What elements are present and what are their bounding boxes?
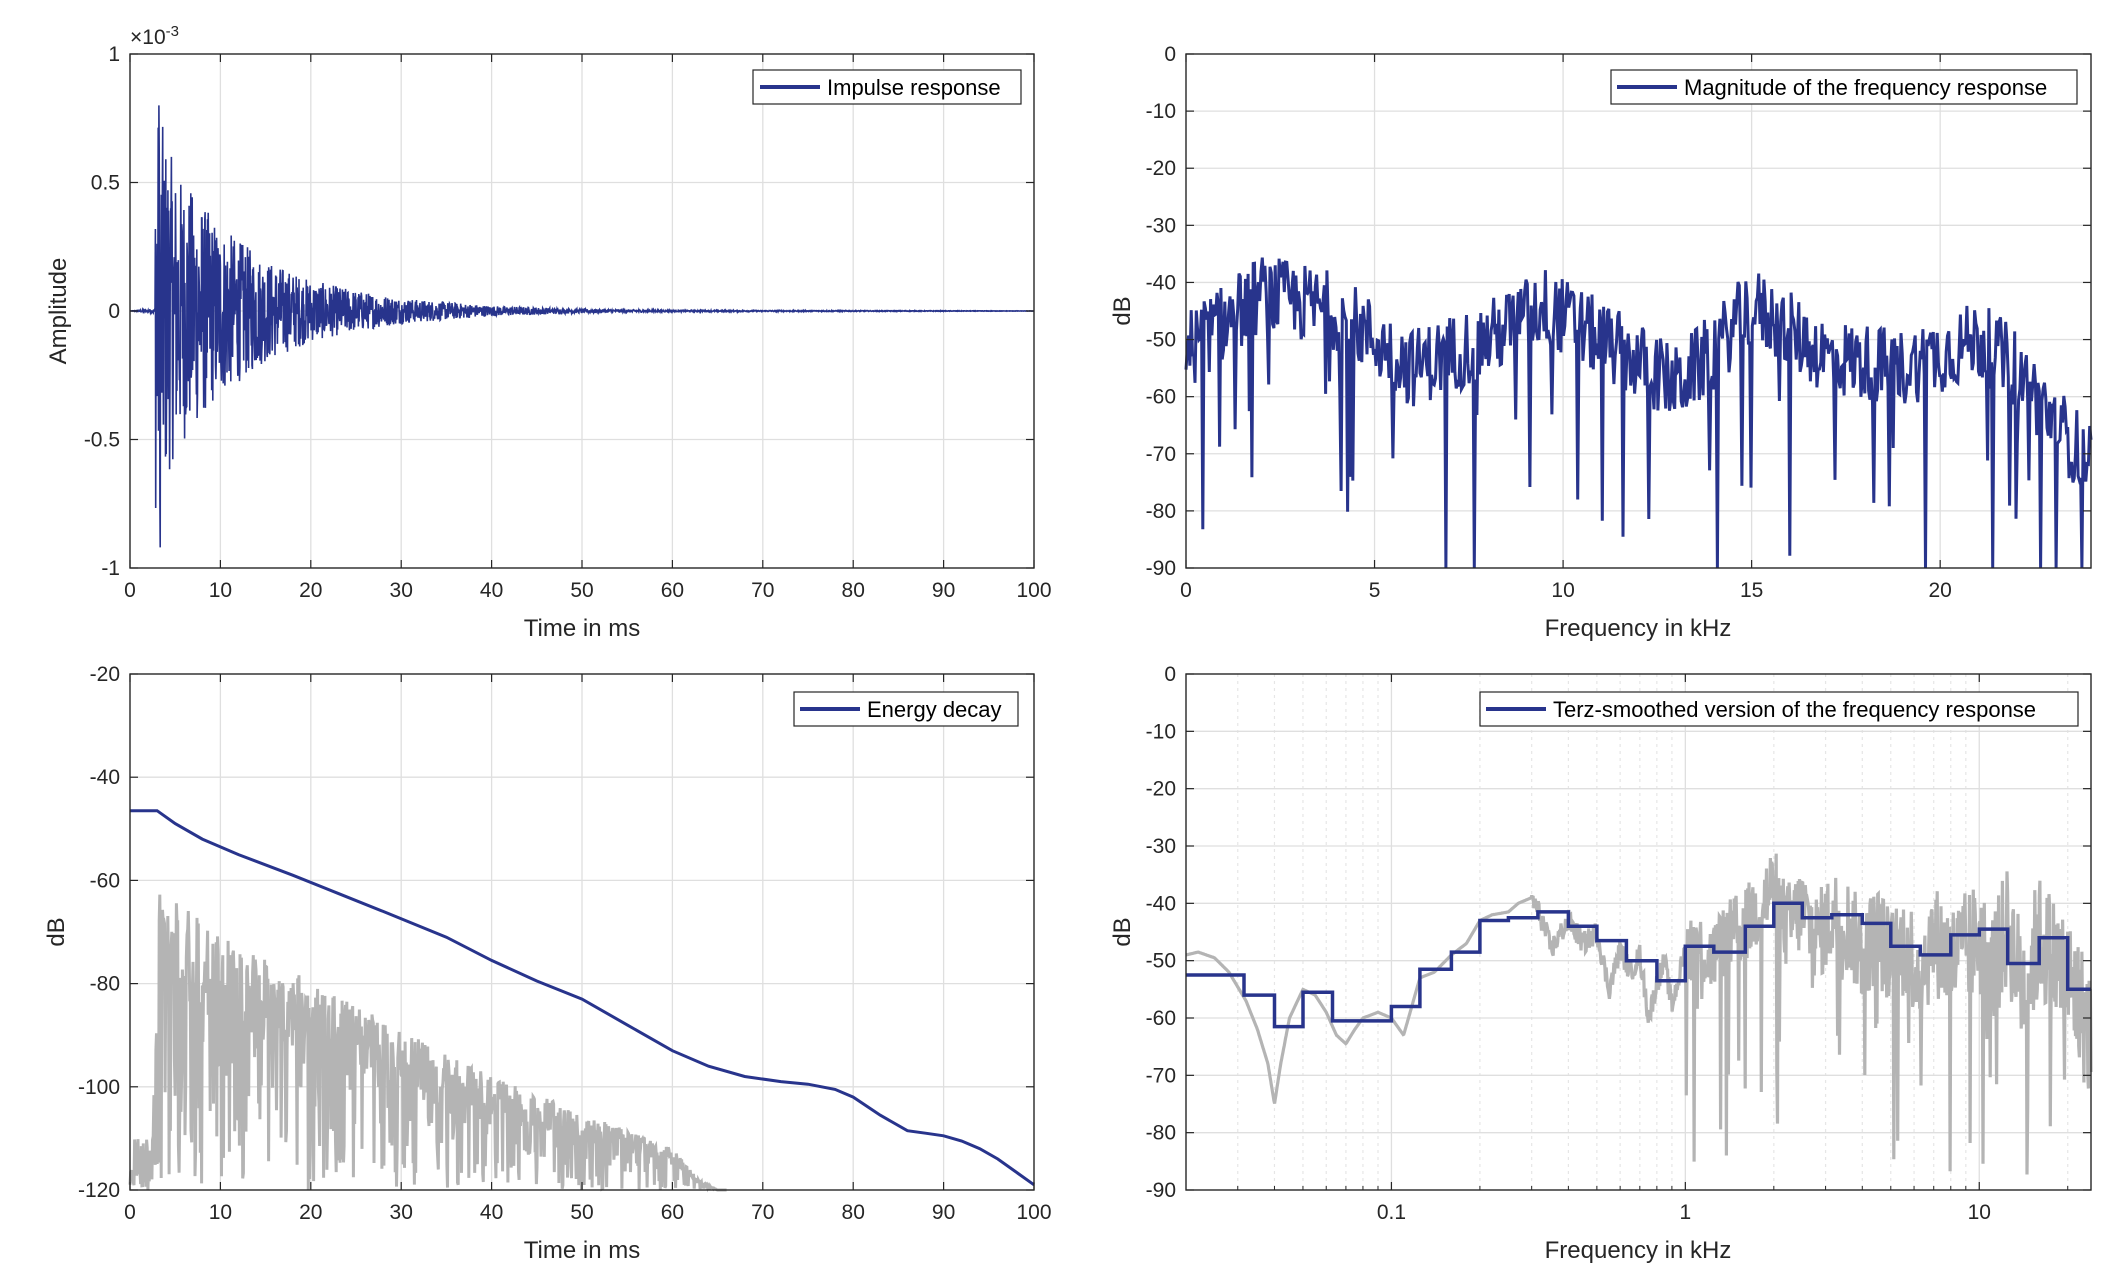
x-tick-label: 20 bbox=[1928, 579, 1951, 602]
axes-terz bbox=[1185, 673, 2092, 1191]
y-tick-label: 0 bbox=[108, 300, 120, 323]
y-tick-label: -100 bbox=[78, 1076, 120, 1099]
x-tick-label: 70 bbox=[751, 579, 774, 602]
legend-energy: Energy decay bbox=[793, 691, 1019, 727]
ylabel-impulse: Amplitude bbox=[45, 258, 72, 365]
y-tick-label: -30 bbox=[1146, 835, 1176, 858]
y-tick-label: -30 bbox=[1146, 214, 1176, 237]
panel-energy-decay: 0 10 20 30 40 50 60 70 80 90 100 -20 -40 -60 -80 -100 -1… bbox=[43, 663, 1052, 1264]
y-tick-label: -20 bbox=[1146, 157, 1176, 180]
xlabel-energy: Time in ms bbox=[524, 1237, 640, 1264]
series-terz-smoothed bbox=[1186, 901, 2091, 1029]
y-tick-label: -40 bbox=[1146, 892, 1176, 915]
x-tick-label: 0 bbox=[124, 1201, 136, 1224]
x-tick-label: 70 bbox=[751, 1201, 774, 1224]
x-tick-label: 10 bbox=[209, 1201, 232, 1224]
y-tick-label: -1 bbox=[101, 557, 120, 580]
x-tick-label: 100 bbox=[1016, 579, 1051, 602]
legend-label-impulse: Impulse response bbox=[827, 75, 1001, 100]
y-tick-label: -20 bbox=[1146, 778, 1176, 801]
panel-terz-smoothed: 0.1 1 10 0 -10 -20 -30 -40 -50 -60 -70 -80 -90 Frequ… bbox=[1109, 663, 2093, 1264]
exponent-label: ×10-3 bbox=[130, 23, 179, 49]
x-tick-label: 10 bbox=[1551, 579, 1574, 602]
x-tick-label: 80 bbox=[842, 1201, 865, 1224]
y-tick-label: -50 bbox=[1146, 329, 1176, 352]
x-tick-label: 40 bbox=[480, 579, 503, 602]
series-impulse-response bbox=[130, 105, 1034, 548]
x-tick-label: 50 bbox=[570, 1201, 593, 1224]
y-tick-label: -60 bbox=[1146, 386, 1176, 409]
y-tick-label: -0.5 bbox=[84, 429, 120, 452]
legend-label-magnitude: Magnitude of the frequency response bbox=[1684, 75, 2047, 100]
x-tick-label: 0.1 bbox=[1377, 1201, 1406, 1224]
y-tick-label: -50 bbox=[1146, 950, 1176, 973]
series-magnitude bbox=[1184, 257, 2093, 569]
panel-magnitude: 0 5 10 15 20 0 -10 -20 -30 -40 -50 -60 -70 -80 -90 Fre… bbox=[1109, 43, 2093, 642]
y-tick-label: -120 bbox=[78, 1179, 120, 1202]
ylabel-magnitude: dB bbox=[1109, 296, 1136, 325]
y-tick-label: 0 bbox=[1164, 43, 1176, 66]
legend-terz: Terz-smoothed version of the frequency r… bbox=[1479, 691, 2079, 727]
y-tick-label: -90 bbox=[1146, 557, 1176, 580]
y-tick-label: 1 bbox=[108, 43, 120, 66]
x-tick-label: 100 bbox=[1016, 1201, 1051, 1224]
y-tick-label: -70 bbox=[1146, 1064, 1176, 1087]
x-tick-label: 0 bbox=[124, 579, 136, 602]
y-tick-label: -40 bbox=[1146, 271, 1176, 294]
y-tick-label: -40 bbox=[90, 766, 120, 789]
y-tick-label: -80 bbox=[1146, 500, 1176, 523]
legend-label-terz: Terz-smoothed version of the frequency r… bbox=[1553, 697, 2036, 722]
y-tick-label: -80 bbox=[90, 973, 120, 996]
y-tick-label: -60 bbox=[1146, 1007, 1176, 1030]
x-tick-label: 60 bbox=[661, 1201, 684, 1224]
y-tick-label: -20 bbox=[90, 663, 120, 686]
xlabel-impulse: Time in ms bbox=[524, 615, 640, 642]
series-energy-decay bbox=[130, 809, 1035, 1187]
x-tick-label: 90 bbox=[932, 579, 955, 602]
x-tick-label: 80 bbox=[842, 579, 865, 602]
x-tick-label: 50 bbox=[570, 579, 593, 602]
x-tick-label: 0 bbox=[1180, 579, 1192, 602]
series-energy-raw bbox=[128, 894, 727, 1193]
y-tick-label: -70 bbox=[1146, 443, 1176, 466]
x-tick-label: 5 bbox=[1369, 579, 1381, 602]
legend-magnitude: Magnitude of the frequency response bbox=[1610, 69, 2078, 105]
x-tick-label: 30 bbox=[390, 579, 413, 602]
x-tick-label: 20 bbox=[299, 579, 322, 602]
xlabel-magnitude: Frequency in kHz bbox=[1545, 615, 1732, 642]
panel-impulse-response: 0 10 20 30 40 50 60 70 80 90 100 -1 -0.5 0 0.5 1 Time i… bbox=[45, 23, 1052, 642]
x-tick-label: 90 bbox=[932, 1201, 955, 1224]
ylabel-energy: dB bbox=[43, 917, 70, 946]
y-tick-label: -10 bbox=[1146, 100, 1176, 123]
x-tick-label: 10 bbox=[1968, 1201, 1991, 1224]
y-tick-label: -10 bbox=[1146, 720, 1176, 743]
y-tick-label: -90 bbox=[1146, 1179, 1176, 1202]
y-tick-label: 0.5 bbox=[91, 172, 120, 195]
legend-impulse: Impulse response bbox=[752, 69, 1022, 105]
series-terz-raw bbox=[1185, 853, 2093, 1175]
x-tick-label: 1 bbox=[1679, 1201, 1691, 1224]
y-tick-label: -60 bbox=[90, 869, 120, 892]
x-tick-label: 40 bbox=[480, 1201, 503, 1224]
x-tick-label: 15 bbox=[1740, 579, 1763, 602]
x-tick-label: 60 bbox=[661, 579, 684, 602]
y-tick-label: 0 bbox=[1164, 663, 1176, 686]
x-tick-label: 10 bbox=[209, 579, 232, 602]
x-tick-label: 30 bbox=[390, 1201, 413, 1224]
x-tick-label: 20 bbox=[299, 1201, 322, 1224]
axes-magnitude bbox=[1185, 53, 2092, 569]
legend-label-energy: Energy decay bbox=[867, 697, 1002, 722]
xlabel-terz: Frequency in kHz bbox=[1545, 1237, 1732, 1264]
y-tick-label: -80 bbox=[1146, 1122, 1176, 1145]
ylabel-terz: dB bbox=[1109, 917, 1136, 946]
